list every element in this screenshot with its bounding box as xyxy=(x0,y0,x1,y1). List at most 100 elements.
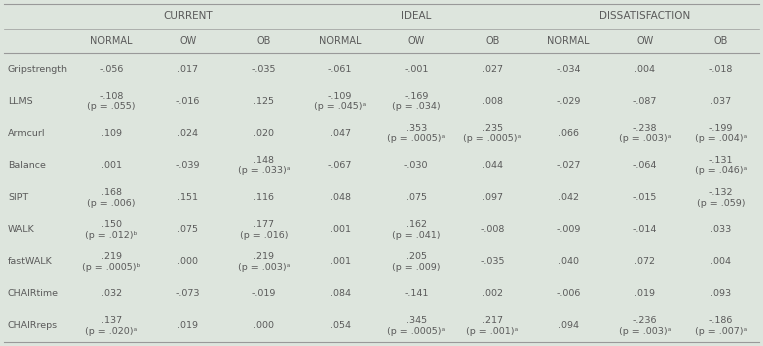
Text: OB: OB xyxy=(713,36,728,46)
Text: Armcurl: Armcurl xyxy=(8,129,46,138)
Text: IDEAL: IDEAL xyxy=(401,11,431,21)
Text: -.009: -.009 xyxy=(556,225,581,234)
Text: .004: .004 xyxy=(634,65,655,74)
Text: -.236
(p = .003)ᵃ: -.236 (p = .003)ᵃ xyxy=(619,316,671,336)
Text: .168
(p = .006): .168 (p = .006) xyxy=(87,188,136,208)
Text: NORMAL: NORMAL xyxy=(547,36,590,46)
Text: .020: .020 xyxy=(253,129,275,138)
Text: -.014: -.014 xyxy=(633,225,657,234)
Text: -.039: -.039 xyxy=(175,161,200,170)
Text: .094: .094 xyxy=(558,321,579,330)
Text: -.035: -.035 xyxy=(252,65,276,74)
Text: -.015: -.015 xyxy=(633,193,657,202)
Text: OW: OW xyxy=(407,36,425,46)
Text: OB: OB xyxy=(256,36,271,46)
Text: .075: .075 xyxy=(406,193,427,202)
Text: CHAIRreps: CHAIRreps xyxy=(8,321,58,330)
Text: -.109
(p = .045)ᵃ: -.109 (p = .045)ᵃ xyxy=(314,92,366,111)
Text: .008: .008 xyxy=(482,97,503,106)
Text: .017: .017 xyxy=(177,65,198,74)
Text: Balance: Balance xyxy=(8,161,46,170)
Text: .001: .001 xyxy=(330,257,350,266)
Text: .042: .042 xyxy=(558,193,579,202)
Text: .093: .093 xyxy=(710,289,732,298)
Text: -.035: -.035 xyxy=(480,257,504,266)
Text: .019: .019 xyxy=(177,321,198,330)
Text: OW: OW xyxy=(636,36,653,46)
Text: -.030: -.030 xyxy=(404,161,429,170)
Text: .001: .001 xyxy=(101,161,122,170)
Text: .345
(p = .0005)ᵃ: .345 (p = .0005)ᵃ xyxy=(387,316,446,336)
Text: .109: .109 xyxy=(101,129,122,138)
Text: .217
(p = .001)ᵃ: .217 (p = .001)ᵃ xyxy=(466,316,519,336)
Text: .205
(p = .009): .205 (p = .009) xyxy=(392,252,440,272)
Text: -.008: -.008 xyxy=(480,225,504,234)
Text: .075: .075 xyxy=(177,225,198,234)
Text: -.132
(p = .059): -.132 (p = .059) xyxy=(697,188,745,208)
Text: .001: .001 xyxy=(330,225,350,234)
Text: DISSATISFACTION: DISSATISFACTION xyxy=(599,11,691,21)
Text: SIPT: SIPT xyxy=(8,193,28,202)
Text: .033: .033 xyxy=(710,225,732,234)
Text: -.108
(p = .055): -.108 (p = .055) xyxy=(87,92,136,111)
Text: -.169
(p = .034): -.169 (p = .034) xyxy=(392,92,440,111)
Text: .177
(p = .016): .177 (p = .016) xyxy=(240,220,288,240)
Text: .162
(p = .041): .162 (p = .041) xyxy=(392,220,440,240)
Text: -.087: -.087 xyxy=(633,97,657,106)
Text: WALK: WALK xyxy=(8,225,35,234)
Text: .148
(p = .033)ᵃ: .148 (p = .033)ᵃ xyxy=(237,156,290,175)
Text: .024: .024 xyxy=(177,129,198,138)
Text: .047: .047 xyxy=(330,129,350,138)
Text: -.199
(p = .004)ᵃ: -.199 (p = .004)ᵃ xyxy=(695,124,747,143)
Text: CURRENT: CURRENT xyxy=(163,11,213,21)
Text: -.067: -.067 xyxy=(328,161,353,170)
Text: -.073: -.073 xyxy=(175,289,200,298)
Text: .027: .027 xyxy=(482,65,503,74)
Text: .116: .116 xyxy=(253,193,275,202)
Text: -.186
(p = .007)ᵃ: -.186 (p = .007)ᵃ xyxy=(695,316,747,336)
Text: -.056: -.056 xyxy=(99,65,124,74)
Text: -.001: -.001 xyxy=(404,65,428,74)
Text: -.141: -.141 xyxy=(404,289,428,298)
Text: .235
(p = .0005)ᵃ: .235 (p = .0005)ᵃ xyxy=(463,124,522,143)
Text: NORMAL: NORMAL xyxy=(90,36,133,46)
Text: .353
(p = .0005)ᵃ: .353 (p = .0005)ᵃ xyxy=(387,124,446,143)
Text: .084: .084 xyxy=(330,289,350,298)
Text: -.029: -.029 xyxy=(556,97,581,106)
Text: .219
(p = .003)ᵃ: .219 (p = .003)ᵃ xyxy=(238,252,290,272)
Text: CHAIRtime: CHAIRtime xyxy=(8,289,59,298)
Text: .219
(p = .0005)ᵇ: .219 (p = .0005)ᵇ xyxy=(82,252,141,272)
Text: .000: .000 xyxy=(253,321,275,330)
Text: .137
(p = .020)ᵃ: .137 (p = .020)ᵃ xyxy=(85,316,137,336)
Text: .151: .151 xyxy=(177,193,198,202)
Text: .040: .040 xyxy=(558,257,579,266)
Text: .066: .066 xyxy=(558,129,579,138)
Text: .032: .032 xyxy=(101,289,122,298)
Text: NORMAL: NORMAL xyxy=(319,36,362,46)
Text: .150
(p = .012)ᵇ: .150 (p = .012)ᵇ xyxy=(85,220,138,240)
Text: .002: .002 xyxy=(482,289,503,298)
Text: .004: .004 xyxy=(710,257,732,266)
Text: .019: .019 xyxy=(634,289,655,298)
Text: .072: .072 xyxy=(634,257,655,266)
Text: -.064: -.064 xyxy=(633,161,657,170)
Text: .048: .048 xyxy=(330,193,350,202)
Text: .125: .125 xyxy=(253,97,275,106)
Text: .037: .037 xyxy=(710,97,732,106)
Text: -.238
(p = .003)ᵃ: -.238 (p = .003)ᵃ xyxy=(619,124,671,143)
Text: -.034: -.034 xyxy=(556,65,581,74)
Text: .097: .097 xyxy=(482,193,503,202)
Text: -.061: -.061 xyxy=(328,65,353,74)
Text: -.019: -.019 xyxy=(252,289,276,298)
Text: fastWALK: fastWALK xyxy=(8,257,53,266)
Text: -.018: -.018 xyxy=(709,65,733,74)
Text: OW: OW xyxy=(179,36,196,46)
Text: -.006: -.006 xyxy=(556,289,581,298)
Text: -.027: -.027 xyxy=(556,161,581,170)
Text: .044: .044 xyxy=(482,161,503,170)
Text: .054: .054 xyxy=(330,321,350,330)
Text: LLMS: LLMS xyxy=(8,97,33,106)
Text: -.016: -.016 xyxy=(175,97,200,106)
Text: Gripstrength: Gripstrength xyxy=(8,65,68,74)
Text: .000: .000 xyxy=(177,257,198,266)
